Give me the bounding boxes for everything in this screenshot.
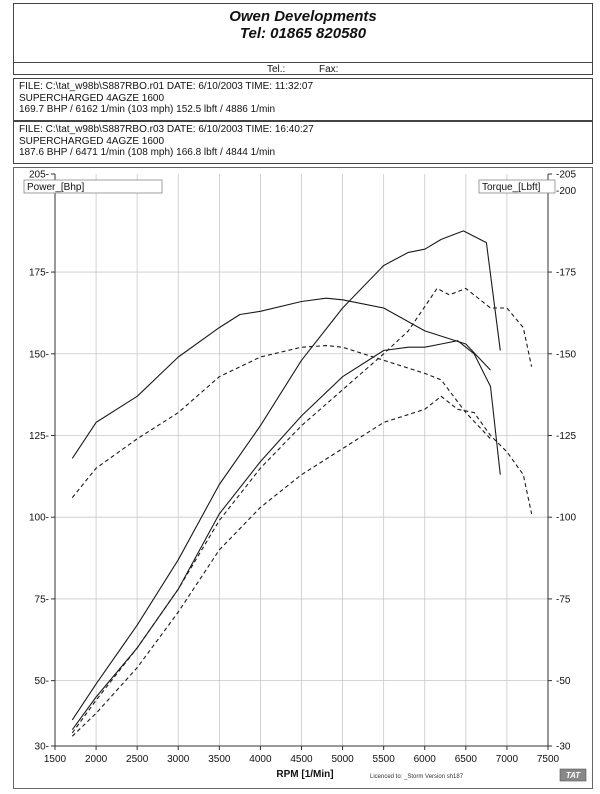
run-file-line: FILE: C:\tat_w98b\S887RBO.r01 DATE: 6/10…	[19, 81, 314, 92]
x-tick-label: 6000	[414, 754, 437, 765]
y-tick-label-right: -175	[556, 268, 576, 279]
x-tick-label: 5500	[373, 754, 396, 765]
fax-label: Fax:	[319, 64, 339, 75]
y-tick-label-left: 50-	[35, 676, 49, 687]
y-tick-label-left: 150-	[29, 349, 49, 360]
power-axis-box	[23, 179, 163, 194]
series-line-5	[71, 340, 501, 731]
tat-logo-box	[559, 768, 587, 782]
x-axis-title: RPM [1/Min]	[276, 769, 333, 780]
y-tick-label-right: -150	[556, 349, 576, 360]
run-file-line: FILE: C:\tat_w98b\S887RBO.r03 DATE: 6/10…	[19, 124, 314, 135]
company-name: Owen Developments	[229, 8, 377, 25]
x-tick-label: 6500	[455, 754, 478, 765]
run-info-1: FILE: C:\tat_w98b\S887RBO.r01 DATE: 6/10…	[13, 78, 593, 121]
series-line-4	[71, 287, 533, 734]
series-line-3	[71, 230, 501, 721]
y-tick-label-left: 75-	[35, 594, 49, 605]
y-tick-label-left: 125-	[29, 431, 49, 442]
company-phone: Tel: 01865 820580	[239, 25, 367, 42]
tel-label: Tel.:	[267, 64, 286, 75]
chart-labels: 1500 2000 2500 3000 3500 4000 4500 5000 5500 6000…	[23, 170, 587, 782]
y-tick-label-right: -30	[556, 742, 571, 753]
series-line-6	[71, 395, 533, 737]
run-description: SUPERCHARGED 4AGZE 1600	[19, 135, 165, 147]
series-line-1	[71, 297, 491, 459]
y-tick-label-left: 175-	[29, 268, 49, 279]
x-tick-label: 5000	[331, 754, 354, 765]
y-tick-label-right: -75	[556, 594, 571, 605]
x-tick-label: 7000	[496, 754, 519, 765]
tel-fax-row: Tel.: Fax:	[14, 62, 592, 76]
torque-axis-label: Torque_[Lbft]	[482, 182, 541, 193]
torque-axis-box	[478, 179, 556, 194]
x-tick-label: 3500	[208, 754, 231, 765]
run-info-2: FILE: C:\tat_w98b\S887RBO.r03 DATE: 6/10…	[13, 121, 593, 164]
x-tick-label: 7500	[537, 754, 560, 765]
y-tick-label-right: -125	[556, 431, 576, 442]
y-tick-label-left: 100-	[29, 513, 49, 524]
header-box: Owen Developments Tel: 01865 820580 Tel.…	[13, 3, 593, 75]
chart-axes	[51, 173, 552, 750]
x-tick-label: 4000	[249, 754, 272, 765]
run-result: 169.7 BHP / 6162 1/min (103 mph) 152.5 l…	[19, 104, 276, 115]
chart-grid	[55, 174, 548, 746]
x-tick-label: 1500	[44, 754, 67, 765]
x-tick-label: 2500	[126, 754, 149, 765]
y-tick-label-right: -200	[556, 186, 576, 197]
series-line-2	[71, 345, 491, 498]
run-result: 187.6 BHP / 6471 1/min (108 mph) 166.8 l…	[19, 147, 276, 158]
y-tick-label-left: 205-	[29, 170, 49, 181]
power-axis-label: Power_[Bhp]	[27, 182, 84, 193]
x-tick-label: 3000	[167, 754, 190, 765]
run-description: SUPERCHARGED 4AGZE 1600	[19, 92, 165, 104]
y-tick-label-right: -100	[556, 513, 576, 524]
y-tick-label-right: -50	[556, 676, 571, 687]
licence-text: Licenced to: _Storm Version sh187	[370, 774, 464, 780]
y-tick-label-left: 30-	[35, 742, 49, 753]
chart-series	[71, 230, 533, 737]
chart-frame	[13, 167, 593, 789]
tat-logo: TAT	[566, 771, 581, 780]
x-tick-label: 4500	[290, 754, 313, 765]
y-tick-label-right: -205	[556, 170, 576, 181]
x-tick-label: 2000	[85, 754, 108, 765]
